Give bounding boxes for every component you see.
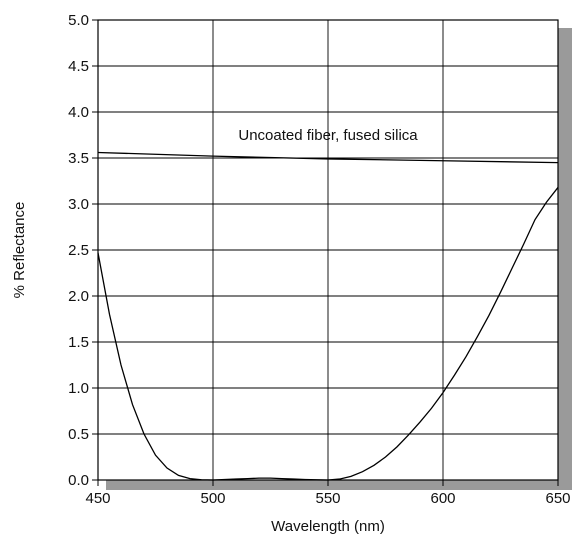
x-tick-label: 450 (85, 490, 110, 507)
y-tick-label: 2.5 (68, 242, 89, 259)
y-tick-label: 2.0 (68, 288, 89, 305)
x-tick-label: 500 (200, 490, 225, 507)
x-tick-label: 650 (545, 490, 570, 507)
y-axis-label: % Reflectance (11, 202, 28, 299)
y-tick-label: 3.0 (68, 196, 89, 213)
y-tick-label: 1.5 (68, 334, 89, 351)
y-tick-label: 4.0 (68, 104, 89, 121)
data-series (97, 151, 559, 481)
y-tick-label: 0.0 (68, 472, 89, 489)
y-tick-label: 3.5 (68, 150, 89, 167)
gridlines (98, 20, 558, 480)
series-annotation: Uncoated fiber, fused silica (238, 127, 418, 144)
x-tick-label: 600 (430, 490, 455, 507)
y-tick-label: 5.0 (68, 12, 89, 29)
x-tick-label: 550 (315, 490, 340, 507)
series-line-2 (97, 187, 559, 481)
axis-ticks: 450 500 550 600 650 0.0 0.5 1.0 1.5 2.0 2.5 3.0 3.5 4… (68, 12, 570, 507)
y-tick-label: 1.0 (68, 380, 89, 397)
y-tick-label: 0.5 (68, 426, 89, 443)
y-tick-label: 4.5 (68, 58, 89, 75)
series-line-1 (97, 151, 559, 164)
annotations: Uncoated fiber, fused silica (238, 127, 418, 144)
x-axis-label: Wavelength (nm) (271, 518, 385, 535)
